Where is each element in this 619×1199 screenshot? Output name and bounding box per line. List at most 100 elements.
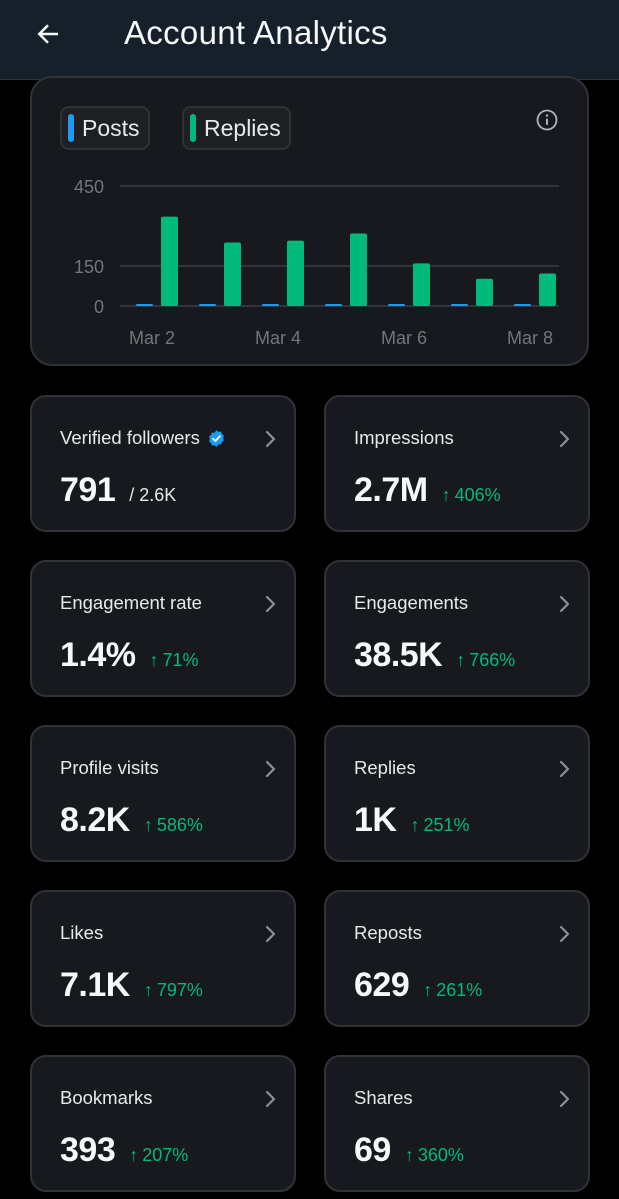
back-arrow-icon: [37, 24, 58, 44]
stat-label: Profile visits: [60, 757, 159, 778]
arrow-up-icon: ↑: [410, 815, 420, 835]
stat-change-value: 251%: [423, 815, 470, 835]
stat-value-row: 8.2K ↑ 586%: [60, 801, 203, 840]
app-header: Account Analytics: [0, 0, 619, 80]
stat-change: ↑ 71%: [150, 650, 199, 671]
verified-badge-icon: [208, 429, 224, 447]
stat-card-impressions[interactable]: Impressions 2.7M ↑ 406%: [324, 395, 590, 532]
stat-value: 791: [60, 471, 116, 509]
arrow-up-icon: ↑: [441, 485, 451, 505]
stat-card-engagements[interactable]: Engagements 38.5K ↑ 766%: [324, 560, 590, 697]
chevron-right-icon: [265, 925, 276, 943]
stat-label: Shares: [354, 1087, 413, 1108]
chevron-right-icon: [559, 1090, 570, 1108]
posts-bar-5[interactable]: [451, 304, 468, 306]
stat-change: ↑ 586%: [144, 815, 203, 836]
stat-value: 7.1K: [60, 966, 130, 1004]
stat-card-engagement-rate[interactable]: Engagement rate 1.4% ↑ 71%: [30, 560, 296, 697]
arrow-up-icon: ↑: [129, 1145, 139, 1165]
posts-bar-2[interactable]: [262, 304, 279, 306]
stat-label: Engagements: [354, 592, 469, 613]
chevron-right-icon: [265, 760, 276, 778]
stat-card-reposts[interactable]: Reposts 629 ↑ 261%: [324, 890, 590, 1027]
stat-change-value: 586%: [156, 815, 203, 835]
stat-change-value: 261%: [436, 980, 483, 1000]
stat-label: Verified followers: [60, 427, 200, 448]
replies-bar-6[interactable]: [539, 273, 556, 306]
stat-change-value: 360%: [417, 1145, 464, 1165]
stat-change-value: 766%: [469, 650, 516, 670]
replies-bar-0[interactable]: [161, 216, 178, 306]
activity-bar-chart: 450 150 0 Mar 2 Mar 4 Mar 6 Mar 8: [74, 177, 559, 348]
stat-card-bookmarks[interactable]: Bookmarks 393 ↑ 207%: [30, 1055, 296, 1192]
stat-value: 69: [354, 1131, 391, 1169]
replies-bar-1[interactable]: [224, 242, 241, 306]
info-icon[interactable]: [535, 108, 559, 132]
stat-card-shares[interactable]: Shares 69 ↑ 360%: [324, 1055, 590, 1192]
replies-swatch: [190, 114, 196, 142]
replies-bar-5[interactable]: [476, 278, 493, 306]
stat-change-value: 406%: [454, 485, 501, 505]
legend-posts-label: Posts: [82, 114, 140, 141]
arrow-up-icon: ↑: [143, 815, 153, 835]
stat-value: 1K: [354, 801, 397, 839]
stat-card-verified-followers[interactable]: Verified followers 791 / 2.6K: [30, 395, 296, 532]
stat-label: Impressions: [354, 427, 454, 448]
stat-label-wrap: Likes: [60, 922, 103, 944]
stat-value: 629: [354, 966, 410, 1004]
stat-change-value: 797%: [156, 980, 203, 1000]
stat-value-row: 1.4% ↑ 71%: [60, 636, 199, 675]
stat-label-wrap: Engagement rate: [60, 592, 202, 614]
legend-posts[interactable]: Posts: [60, 106, 150, 150]
stat-value: 8.2K: [60, 801, 130, 839]
stat-label: Reposts: [354, 922, 422, 943]
replies-bar-2[interactable]: [287, 240, 304, 306]
stat-value-row: 1K ↑ 251%: [354, 801, 470, 840]
posts-bar-6[interactable]: [514, 304, 531, 306]
page-title: Account Analytics: [124, 14, 388, 51]
x-tick-label: Mar 4: [255, 328, 301, 348]
stat-value-row: 791 / 2.6K: [60, 471, 176, 510]
stat-value: 2.7M: [354, 471, 428, 509]
posts-bar-3[interactable]: [325, 304, 342, 306]
stat-label-wrap: Impressions: [354, 427, 454, 449]
posts-bar-4[interactable]: [388, 304, 405, 306]
stat-label: Bookmarks: [60, 1087, 153, 1108]
posts-swatch: [68, 114, 74, 142]
back-button[interactable]: [28, 14, 68, 54]
stat-value: 393: [60, 1131, 116, 1169]
stat-change: ↑ 360%: [405, 1145, 464, 1166]
stat-change: ↑ 406%: [442, 485, 501, 506]
stat-label: Engagement rate: [60, 592, 202, 613]
arrow-up-icon: ↑: [404, 1145, 414, 1165]
replies-bar-3[interactable]: [350, 233, 367, 306]
replies-bar-4[interactable]: [413, 263, 430, 306]
stat-change: ↑ 207%: [129, 1145, 188, 1166]
stat-total: / 2.6K: [129, 485, 177, 505]
legend-replies[interactable]: Replies: [182, 106, 291, 150]
stat-label-wrap: Replies: [354, 757, 416, 779]
chevron-right-icon: [559, 760, 570, 778]
stat-card-profile-visits[interactable]: Profile visits 8.2K ↑ 586%: [30, 725, 296, 862]
x-tick-label: Mar 6: [381, 328, 427, 348]
arrow-up-icon: ↑: [456, 650, 466, 670]
stat-change: ↑ 261%: [423, 980, 482, 1001]
chevron-right-icon: [265, 1090, 276, 1108]
stat-value: 38.5K: [354, 636, 443, 674]
chevron-right-icon: [265, 430, 276, 448]
legend-replies-label: Replies: [204, 114, 281, 141]
posts-bar-1[interactable]: [199, 304, 216, 306]
stat-value: 1.4%: [60, 636, 136, 674]
stat-value-row: 7.1K ↑ 797%: [60, 966, 203, 1005]
stat-change: ↑ 251%: [410, 815, 469, 836]
posts-bar-0[interactable]: [136, 304, 153, 306]
arrow-up-icon: ↑: [143, 980, 153, 1000]
x-tick-label: Mar 8: [507, 328, 553, 348]
stat-value-row: 393 ↑ 207%: [60, 1131, 188, 1170]
stat-value-row: 2.7M ↑ 406%: [354, 471, 501, 510]
activity-chart-card: 450 150 0 Mar 2 Mar 4 Mar 6 Mar 8 Posts Replie…: [30, 76, 589, 366]
stat-card-likes[interactable]: Likes 7.1K ↑ 797%: [30, 890, 296, 1027]
stat-change: ↑ 766%: [456, 650, 515, 671]
chevron-right-icon: [265, 595, 276, 613]
stat-card-replies[interactable]: Replies 1K ↑ 251%: [324, 725, 590, 862]
